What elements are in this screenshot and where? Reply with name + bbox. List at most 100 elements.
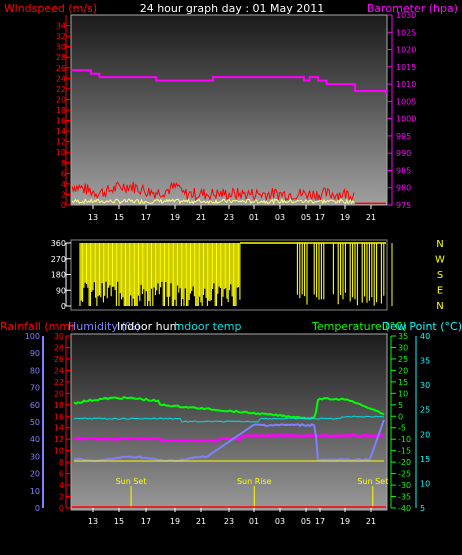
barometer-tick-label: 1010 [396,80,416,89]
humidity-tick-label: 18 [54,401,64,410]
windspeed-line [71,181,355,202]
direction-tick-label: 270 [51,255,66,264]
barometer-tick-label: 1015 [396,63,416,72]
sun-marker-label: Sun Rise [237,477,272,486]
wind-tick-label: 32 [56,32,66,41]
x-tick-label: 03 [275,517,285,526]
temperature-tick-label: -5 [398,424,406,433]
wind-tick-label: 22 [56,85,66,94]
dewpoint-tick-label: 30 [420,381,430,390]
compass-label: N [436,239,443,250]
chart-title: 24 hour graph day : 01 May 2011 [140,2,325,15]
x-tick-label: 13 [88,213,98,222]
wind-tick-label: 14 [56,127,66,136]
temperature-tick-label: 15 [398,378,408,387]
x-tick-label: 17 [141,213,151,222]
x-tick-label: 19 [340,517,350,526]
humidity-tick-label: 10 [54,447,64,456]
humidity-tick-label: 28 [54,343,64,352]
x-tick-label: 21 [196,517,206,526]
dewpoint-tick-label: 15 [420,455,430,464]
sun-marker-label: Sun Set [116,477,147,486]
temperature-tick-label: 0 [398,412,403,421]
barometer-line [71,69,387,95]
x-tick-label: 21 [196,213,206,222]
x-tick-label: 01 [249,213,259,222]
temperature-tick-label: 10 [398,389,408,398]
indoor-humidity-line [73,433,385,444]
dewpoint-axis-title: Dew Point (°C) [382,320,462,333]
barometer-tick-label: 1005 [396,97,416,106]
x-tick-label: 05 [301,213,311,222]
temperature-tick-label: -15 [398,447,411,456]
wind-tick-label: 34 [56,22,66,31]
humidity-tick-label: 6 [59,470,64,479]
wind-tick-label: 4 [61,180,66,189]
temperature-tick-label: -35 [398,493,411,502]
x-tick-label: 17 [141,517,151,526]
x-tick-label: 05 [301,517,311,526]
dewpoint-tick-label: 40 [420,332,430,341]
direction-tick-label: 90 [56,286,66,295]
barometer-tick-label: 975 [396,201,411,210]
barometer-tick-label: 985 [396,166,411,175]
wind-tick-label: 0 [61,201,66,210]
direction-tick-label: 360 [51,239,66,248]
humidity-tick-label: 14 [54,424,64,433]
humidity-tick-label: 16 [54,412,64,421]
humidity-tick-label: 26 [54,355,64,364]
wind-tick-label: 30 [56,43,66,52]
wind-tick-label: 8 [61,159,66,168]
wind-direction-noise-line [71,197,355,206]
humidity-tick-label: 12 [54,435,64,444]
rainfall-tick-label: 70 [30,384,40,393]
humidity-line [73,419,385,463]
temperature-panel [70,333,388,511]
wind-tick-label: 12 [56,138,66,147]
x-tick-label: 21 [366,517,376,526]
humidity-tick-label: 2 [59,493,64,502]
temperature-axis-title: Temperature (°C) [311,320,407,333]
humidity-tick-label: 22 [54,378,64,387]
dewpoint-tick-label: 35 [420,357,430,366]
barometer-tick-label: 1025 [396,28,416,37]
compass-label: E [437,286,443,297]
compass-label: S [437,270,443,281]
wind-tick-label: 2 [61,190,66,199]
humidity-tick-label: 8 [59,458,64,467]
x-tick-label: 19 [170,517,180,526]
temperature-tick-label: -25 [398,470,411,479]
direction-tick-label: 0 [61,302,66,311]
barometer-tick-label: 995 [396,132,411,141]
x-tick-label: 01 [249,517,259,526]
dewpoint-tick-label: 25 [420,406,430,415]
wind-tick-label: 28 [56,53,66,62]
temperature-line [73,395,385,420]
rainfall-tick-label: 80 [30,366,40,375]
barometer-tick-label: 1020 [396,46,416,55]
temperature-tick-label: -30 [398,481,411,490]
temperature-tick-label: 30 [398,343,408,352]
x-tick-label: 03 [275,213,285,222]
indoor-temp-label: Indoor temp [174,320,241,333]
wind-tick-label: 26 [56,64,66,73]
x-tick-label: 21 [366,213,376,222]
compass-label: N [436,301,443,312]
x-tick-label: 15 [114,517,124,526]
x-tick-label: 13 [88,517,98,526]
wind-tick-label: 10 [56,148,66,157]
temperature-tick-label: -40 [398,504,411,513]
wind-tick-label: 20 [56,95,66,104]
rainfall-axis-title: Rainfall (mm) [0,320,74,333]
humidity-tick-label: 4 [59,481,64,490]
x-tick-label: 19 [170,213,180,222]
barometer-tick-label: 980 [396,184,411,193]
barometer-axis-title: Barometer (hpa) [367,2,458,15]
x-tick-label: 23 [224,213,234,222]
x-tick-label: 19 [340,213,350,222]
rainfall-tick-label: 20 [30,470,40,479]
x-tick-label: 17 [315,213,325,222]
direction-tick-label: 180 [51,271,66,280]
rainfall-tick-label: 0 [35,504,40,513]
